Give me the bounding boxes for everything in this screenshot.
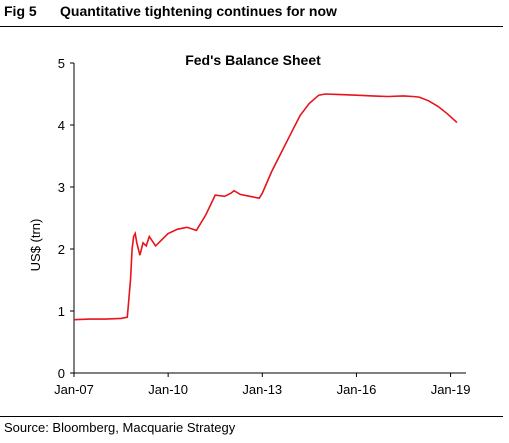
y-tick-label: 0 [58,366,65,381]
source-note: Source: Bloomberg, Macquarie Strategy [4,420,236,435]
y-tick-label: 2 [58,242,65,257]
figure-number: Fig 5 [4,3,37,19]
y-tick-label: 3 [58,180,65,195]
x-tick-label: Jan-16 [337,382,377,397]
figure-title: Quantitative tightening continues for no… [60,3,337,19]
x-tick-label: Jan-07 [54,382,94,397]
line-chart: Fed's Balance Sheet US$ (trn) 0 1 2 3 4 5 Jan… [28,52,471,397]
y-tick-label: 4 [58,118,65,133]
x-tick-label: Jan-10 [148,382,188,397]
series-line [73,93,458,321]
figure-footer: Source: Bloomberg, Macquarie Strategy [0,416,503,435]
figure-header: Fig 5 Quantitative tightening continues … [0,0,503,27]
x-tick-label: Jan-13 [242,382,282,397]
chart-title: Fed's Balance Sheet [185,52,321,68]
x-tick-label: Jan-19 [431,382,471,397]
y-tick-label: 5 [58,56,65,71]
y-axis-label: US$ (trn) [28,219,43,272]
y-tick-label: 1 [58,304,65,319]
